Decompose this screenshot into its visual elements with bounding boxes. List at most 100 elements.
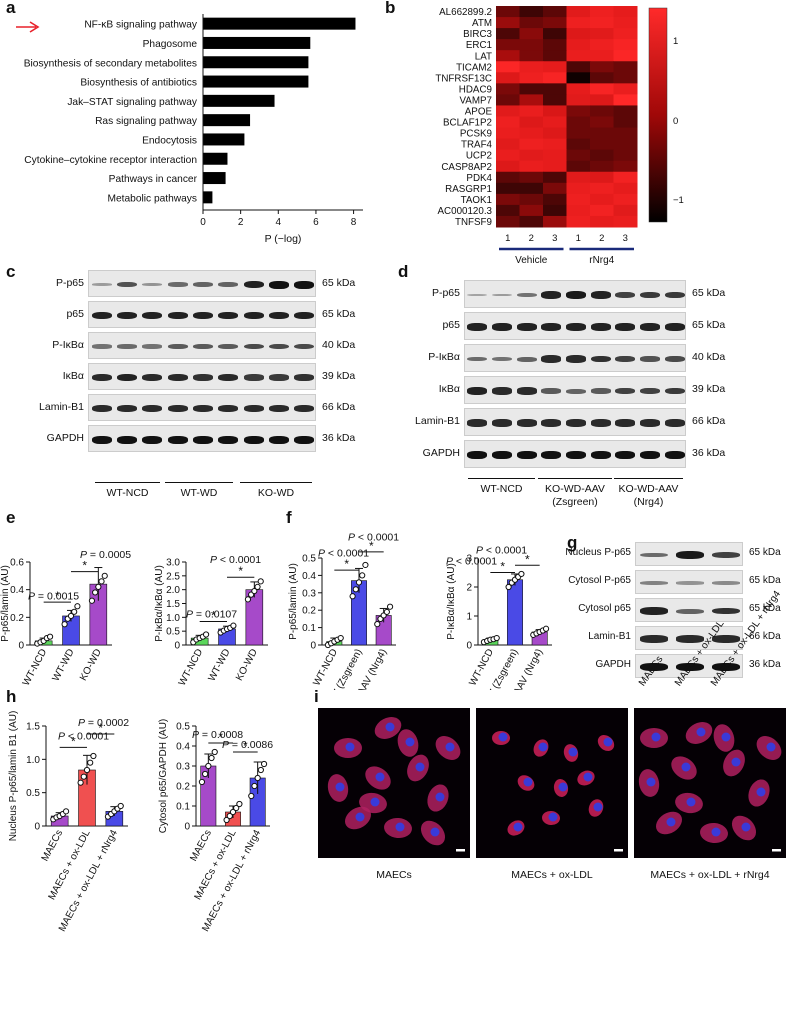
data-point — [359, 572, 366, 579]
data-point — [254, 774, 261, 782]
p-symbol: P — [80, 549, 87, 561]
y-axis-label: Cytosol p65/GAPDH (AU) — [158, 719, 169, 833]
heatmap-cell — [543, 61, 567, 73]
blot-band — [192, 374, 214, 381]
blot-row-label: Lamin-B1 — [39, 400, 84, 413]
blot-band — [541, 419, 562, 427]
blot-band — [566, 388, 586, 394]
heatmap-cell — [613, 204, 638, 217]
nucleus — [651, 732, 661, 742]
blot-band — [640, 451, 660, 459]
nucleus — [686, 797, 696, 807]
blot-band — [615, 387, 636, 395]
pathway-label: Phagosome — [143, 39, 198, 50]
y-tick-label: 0 — [310, 641, 316, 652]
panel-label-b: b — [385, 0, 396, 17]
nucleus — [370, 797, 380, 807]
molecular-weight-label: 39 kDa — [692, 383, 726, 395]
heatmap-cell — [590, 204, 614, 217]
blot-band — [615, 451, 636, 459]
blot-row-label: Lamin-B1 — [415, 415, 460, 427]
blot-band — [116, 344, 138, 349]
y-tick-label: 2.0 — [166, 585, 180, 596]
y-tick-label: 0 — [174, 641, 180, 652]
nucleus — [395, 822, 405, 832]
blot-band — [675, 635, 705, 643]
blot-band — [711, 635, 741, 643]
blot-band — [243, 435, 264, 444]
y-axis-label: P-p65/lamin (AU) — [0, 565, 11, 642]
data-point — [208, 754, 215, 762]
data-point — [349, 593, 356, 600]
y-tick-label: 2 — [466, 583, 472, 594]
heatmap-cell — [496, 72, 520, 84]
blot-band — [640, 387, 660, 395]
blot-band — [590, 323, 611, 331]
y-tick-label: 0.6 — [10, 558, 24, 569]
heatmap-cell — [566, 127, 591, 140]
p-symbol: P — [222, 739, 229, 751]
x-tick-label: 6 — [313, 217, 319, 228]
blot-band — [467, 356, 488, 362]
heatmap-cell — [590, 193, 614, 206]
p-symbol: P — [192, 729, 199, 741]
heatmap-cell — [543, 149, 567, 162]
group-label: KO-WD — [257, 487, 295, 499]
molecular-weight-label: 65 kDa — [692, 287, 726, 299]
heatmap-cell — [613, 105, 638, 117]
panel-label-h: h — [6, 687, 17, 706]
heatmap-cell — [519, 204, 544, 217]
blot-band — [566, 291, 586, 299]
data-point — [254, 583, 261, 591]
p-symbol: P — [78, 717, 85, 729]
heatmap-cell — [590, 17, 614, 29]
y-axis-label: P-IκBα/IκBα (AU) — [154, 565, 165, 642]
blot-strip — [464, 440, 686, 468]
p-value-label: P = 0.0107 — [186, 608, 237, 620]
molecular-weight-label: 65 kDa — [749, 547, 781, 558]
blot-band — [664, 323, 685, 331]
heatmap-cell — [496, 127, 520, 140]
data-point — [71, 608, 78, 615]
blot-band — [218, 435, 239, 444]
blot-band — [167, 343, 188, 350]
blot-band — [640, 323, 660, 331]
p-value-label: P < 0.0001 — [318, 547, 369, 559]
blot-band — [268, 435, 290, 444]
p-value-label: P < 0.0001 — [210, 554, 261, 566]
column-label: 3 — [552, 233, 557, 244]
blot-band — [639, 607, 669, 615]
blot-band — [294, 435, 315, 444]
blot-band — [142, 282, 163, 287]
y-axis-label: Nucleus P-p65/lamin B1 (AU) — [8, 711, 19, 842]
x-axis-label: P (−log) — [265, 233, 302, 245]
bar — [203, 191, 213, 204]
gene-label: VAMP7 — [460, 95, 493, 106]
blot-band — [142, 435, 163, 444]
gene-label: TRAF4 — [461, 140, 493, 151]
p-value-label: P < 0.0001 — [348, 532, 399, 544]
heatmap-cell — [613, 149, 638, 162]
blot-row-label: Cytosol p65 — [578, 603, 631, 614]
significance-star: * — [369, 539, 374, 553]
panel-label-d: d — [398, 262, 409, 281]
blot-band — [467, 387, 488, 395]
significance-star: * — [238, 564, 243, 578]
data-point — [518, 570, 525, 578]
heatmap-cell — [496, 94, 520, 106]
x-tick-label: 8 — [351, 217, 357, 228]
data-point — [92, 589, 99, 596]
blot-band — [142, 344, 163, 349]
significance-star: * — [55, 589, 60, 603]
blot-row-label: IκBα — [438, 383, 460, 395]
heatmap-cell — [519, 83, 544, 95]
blot-band — [541, 323, 562, 331]
blot-band — [566, 355, 586, 363]
x-category-label: MAECs — [40, 828, 66, 863]
group-underline — [614, 478, 683, 479]
blot-band — [711, 581, 741, 585]
blot-band — [516, 356, 537, 362]
heatmap-cell — [613, 72, 638, 84]
nucleus — [523, 777, 533, 787]
blot-strip — [88, 425, 316, 452]
